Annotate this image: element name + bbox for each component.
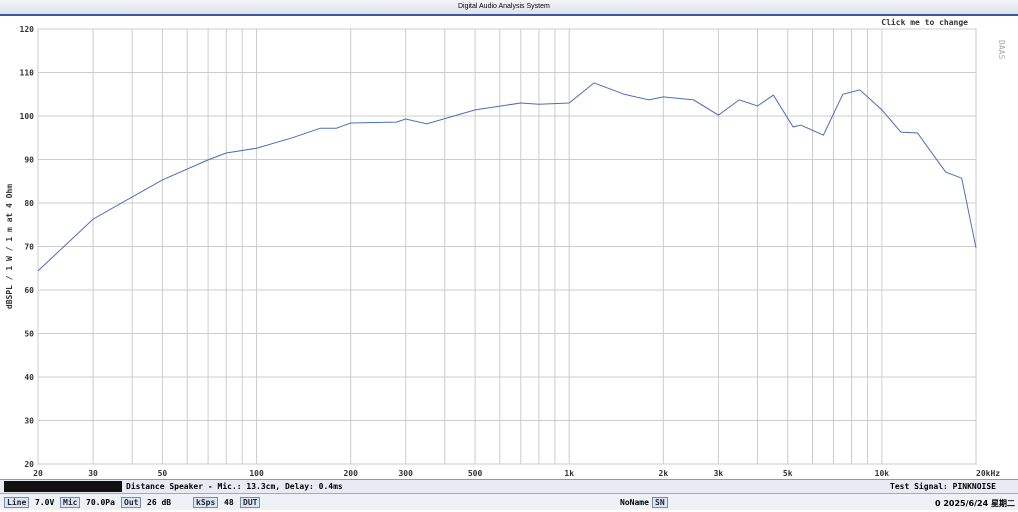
- y-tick-label: 40: [24, 373, 34, 382]
- x-tick-label: 200: [343, 469, 358, 478]
- x-tick-label: 100: [249, 469, 264, 478]
- toolbar-item[interactable]: DUT: [240, 497, 261, 508]
- chart: Click me to change DAAS dBSPL / 1 W / 1 m …: [5, 17, 1006, 478]
- toolbar-item: 48: [224, 498, 234, 507]
- x-tick-label: 50: [158, 469, 168, 478]
- toolbar-item: 26 dB: [147, 498, 172, 507]
- response-curve: [37, 82, 977, 272]
- x-tick-label: 20: [33, 469, 43, 478]
- toolbar-item[interactable]: Line: [4, 497, 30, 508]
- x-tick-label: 2k: [659, 469, 669, 478]
- toolbar-item[interactable]: Out: [121, 497, 142, 508]
- y-axis-label: dBSPL / 1 W / 1 m at 4 Ohm: [5, 184, 14, 309]
- toolbar-item: 70.0Pa: [86, 498, 115, 507]
- toolbar-item[interactable]: kSps: [193, 497, 219, 508]
- x-tick-label: 1k: [564, 469, 574, 478]
- x-tick-label: 5k: [783, 469, 793, 478]
- y-tick-label: 50: [24, 330, 34, 339]
- x-tick-label: 300: [398, 469, 413, 478]
- y-tick-label: 90: [24, 156, 34, 165]
- toolbar-item[interactable]: Mic: [60, 497, 81, 508]
- y-tick-label: 100: [20, 112, 35, 121]
- change-button[interactable]: Click me to change: [881, 17, 968, 27]
- y-tick-label: 20: [24, 460, 34, 469]
- x-tick-label: 30: [88, 469, 98, 478]
- status-signal: Test Signal: PINKNOISE: [890, 482, 996, 491]
- y-tick-label: 60: [24, 286, 34, 295]
- sn-button[interactable]: SN: [652, 497, 668, 508]
- y-tick-label: 110: [20, 69, 35, 78]
- x-tick-label: 20kHz: [976, 469, 1000, 478]
- toolbar-item: 7.0V: [35, 498, 55, 507]
- brand: DAAS: [997, 40, 1006, 59]
- toolbar: NoName SN 0 2025/6/24 星期二 1 Line 7.0V Mic 7…: [0, 493, 1018, 510]
- y-tick-label: 80: [24, 199, 34, 208]
- y-tick-label: 120: [20, 25, 35, 34]
- title-bar: Digital Audio Analysis System: [0, 0, 1018, 16]
- y-tick-label: 70: [24, 243, 34, 252]
- lcd-display: [4, 481, 122, 492]
- y-tick-label: 30: [24, 417, 34, 426]
- x-tick-label: 10k: [875, 469, 890, 478]
- status-bar: Distance Speaker - Mic.: 13.3cm, Delay: …: [0, 479, 1018, 493]
- x-tick-label: 500: [468, 469, 483, 478]
- status-info: Distance Speaker - Mic.: 13.3cm, Delay: …: [126, 482, 343, 491]
- device-name: NoName: [620, 498, 649, 507]
- window-title: Digital Audio Analysis System: [458, 3, 550, 10]
- x-tick-label: 3k: [714, 469, 724, 478]
- clock: 0 2025/6/24 星期二 1: [935, 499, 1018, 508]
